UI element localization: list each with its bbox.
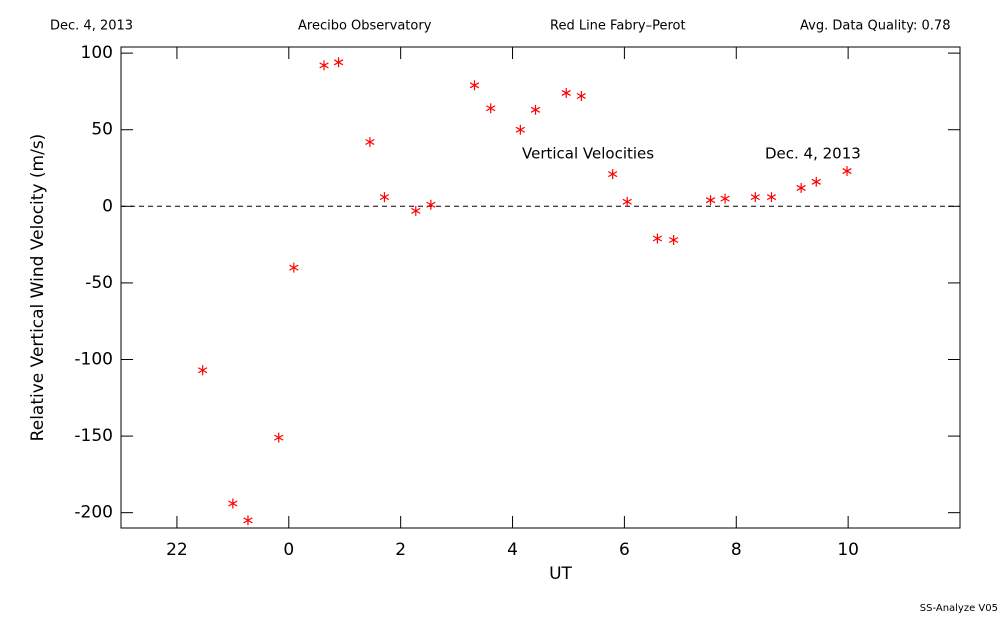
data-point xyxy=(426,199,436,210)
data-point xyxy=(198,365,208,376)
data-point xyxy=(811,176,821,187)
data-point xyxy=(274,432,284,443)
annotation: Dec. 4, 2013 xyxy=(765,145,861,163)
header-text: Avg. Data Quality: 0.78 xyxy=(800,19,950,34)
data-point xyxy=(576,91,586,102)
x-tick-label: 10 xyxy=(837,540,859,560)
data-point xyxy=(515,124,526,135)
data-point xyxy=(652,233,663,244)
data-point xyxy=(486,103,496,114)
data-point xyxy=(379,192,390,203)
footer-text: SS-Analyze V05 xyxy=(920,603,998,614)
y-axis-label: Relative Vertical Wind Velocity (m/s) xyxy=(28,134,48,442)
data-point xyxy=(228,498,238,509)
x-tick-label: 2 xyxy=(395,540,406,560)
data-point xyxy=(842,166,852,177)
data-point xyxy=(319,60,329,71)
header-text: Arecibo Observatory xyxy=(298,19,432,34)
y-tick-label: 100 xyxy=(81,43,113,63)
data-point xyxy=(365,136,375,147)
data-point xyxy=(608,169,618,180)
x-tick-label: 22 xyxy=(166,540,188,560)
header-text: Dec. 4, 2013 xyxy=(50,19,133,34)
data-point xyxy=(622,196,632,207)
data-point xyxy=(766,192,777,203)
data-point xyxy=(750,192,760,203)
y-tick-label: -100 xyxy=(74,349,113,369)
annotation: Vertical Velocities xyxy=(522,145,654,163)
x-tick-label: 4 xyxy=(507,540,518,560)
data-point xyxy=(289,262,299,273)
data-point xyxy=(411,205,421,216)
x-tick-label: 8 xyxy=(731,540,742,560)
plot-frame xyxy=(120,46,961,529)
y-tick-label: -200 xyxy=(74,503,113,523)
data-point xyxy=(796,182,806,193)
y-tick-label: -50 xyxy=(85,273,113,293)
y-tick-label: -150 xyxy=(74,426,113,446)
x-tick-label: 6 xyxy=(619,540,630,560)
y-tick-label: 0 xyxy=(102,196,113,216)
data-point xyxy=(530,104,541,115)
data-point xyxy=(243,515,253,526)
data-point xyxy=(668,235,679,246)
data-point xyxy=(333,57,344,68)
data-point xyxy=(561,87,571,98)
x-axis-label: UT xyxy=(549,564,572,584)
data-point xyxy=(469,80,480,91)
data-point xyxy=(705,195,716,206)
x-tick-label: 0 xyxy=(283,540,294,560)
data-point xyxy=(720,193,730,204)
header-text: Red Line Fabry–Perot xyxy=(550,19,686,34)
y-tick-label: 50 xyxy=(91,120,113,140)
